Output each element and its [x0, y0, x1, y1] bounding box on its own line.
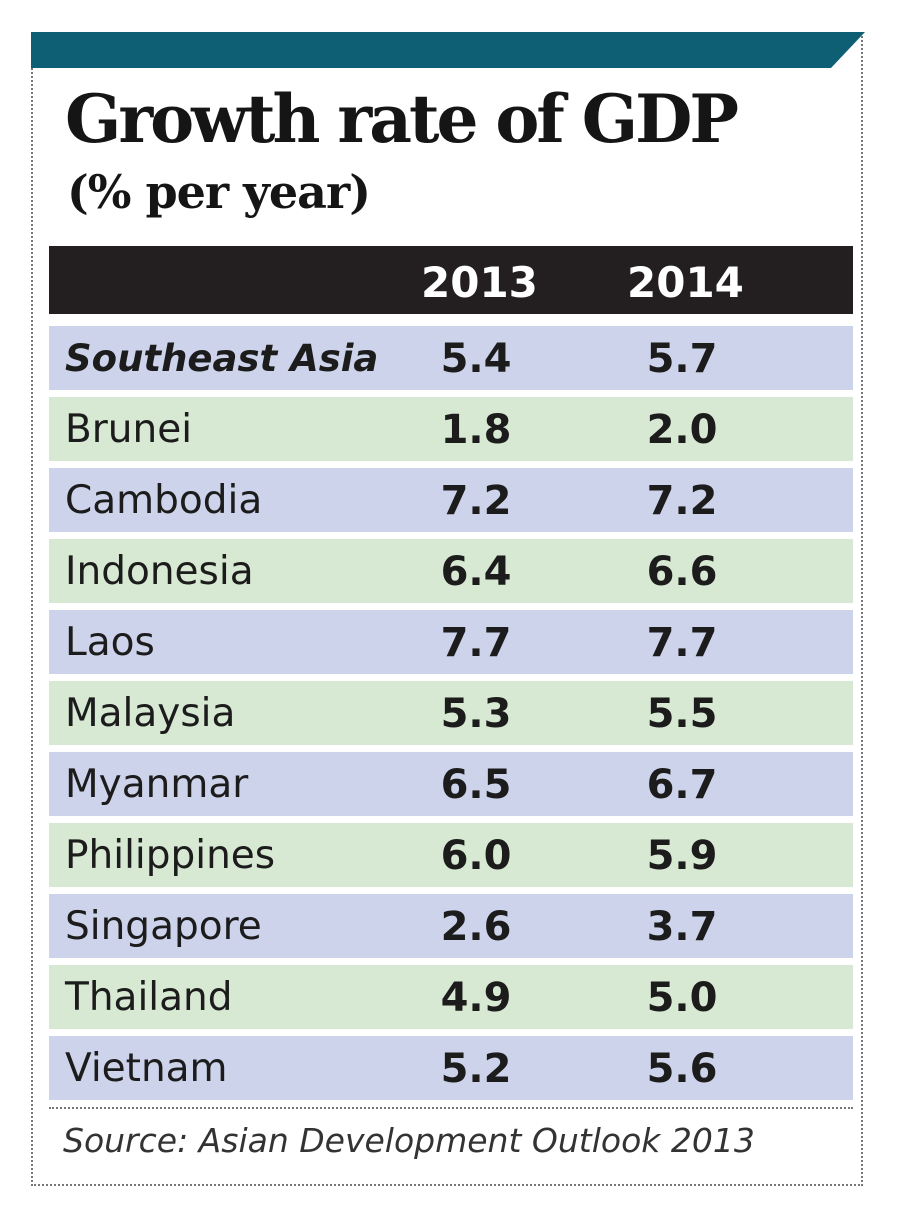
value-2014: 5.6: [646, 1046, 718, 1092]
value-2013: 7.2: [440, 478, 512, 524]
row-label: Indonesia: [65, 549, 254, 594]
table-row: Brunei 1.8 2.0: [49, 397, 853, 461]
column-header-2014: 2014: [627, 258, 744, 307]
table-row: Indonesia 6.4 6.6: [49, 539, 853, 603]
table-row: Malaysia 5.3 5.5: [49, 681, 853, 745]
table-body: Southeast Asia 5.4 5.7 Brunei 1.8 2.0 Cambodia…: [49, 326, 853, 1107]
row-label: Southeast Asia: [65, 337, 379, 380]
value-2014: 5.7: [646, 336, 718, 382]
row-label: Laos: [65, 620, 155, 665]
table-row: Laos 7.7 7.7: [49, 610, 853, 674]
source-divider: [49, 1107, 853, 1109]
value-2014: 6.6: [646, 549, 718, 595]
row-label: Thailand: [65, 975, 233, 1020]
row-label: Malaysia: [65, 691, 236, 736]
table-row: Southeast Asia 5.4 5.7: [49, 326, 853, 390]
row-label: Cambodia: [65, 478, 263, 523]
value-2014: 5.0: [646, 975, 718, 1021]
value-2013: 5.3: [440, 691, 512, 737]
value-2014: 2.0: [646, 407, 718, 453]
value-2013: 2.6: [440, 904, 512, 950]
table-row: Singapore 2.6 3.7: [49, 894, 853, 958]
table-row: Vietnam 5.2 5.6: [49, 1036, 853, 1100]
row-label: Myanmar: [65, 762, 249, 807]
table-row: Myanmar 6.5 6.7: [49, 752, 853, 816]
value-2013: 7.7: [440, 620, 512, 666]
value-2014: 7.2: [646, 478, 718, 524]
value-2013: 4.9: [440, 975, 512, 1021]
value-2014: 6.7: [646, 762, 718, 808]
value-2014: 3.7: [646, 904, 718, 950]
value-2014: 7.7: [646, 620, 718, 666]
chart-subtitle: (% per year): [67, 165, 371, 219]
row-label: Singapore: [65, 904, 262, 949]
value-2013: 1.8: [440, 407, 512, 453]
source-note: Source: Asian Development Outlook 2013: [63, 1121, 755, 1160]
top-accent-bar: [31, 32, 865, 68]
value-2014: 5.9: [646, 833, 718, 879]
value-2013: 6.4: [440, 549, 512, 595]
value-2014: 5.5: [646, 691, 718, 737]
chart-title: Growth rate of GDP: [65, 80, 739, 158]
table-row: Thailand 4.9 5.0: [49, 965, 853, 1029]
table-card: Growth rate of GDP (% per year) 2013 201…: [31, 32, 865, 1186]
top-accent-bar-shape: [31, 32, 865, 68]
value-2013: 6.0: [440, 833, 512, 879]
row-label: Brunei: [65, 407, 193, 452]
column-header-2013: 2013: [421, 258, 538, 307]
value-2013: 5.2: [440, 1046, 512, 1092]
row-label: Philippines: [65, 833, 276, 878]
row-label: Vietnam: [65, 1046, 228, 1091]
table-header-row: 2013 2014: [49, 246, 853, 314]
table-row: Cambodia 7.2 7.2: [49, 468, 853, 532]
value-2013: 6.5: [440, 762, 512, 808]
table-row: Philippines 6.0 5.9: [49, 823, 853, 887]
value-2013: 5.4: [440, 336, 512, 382]
